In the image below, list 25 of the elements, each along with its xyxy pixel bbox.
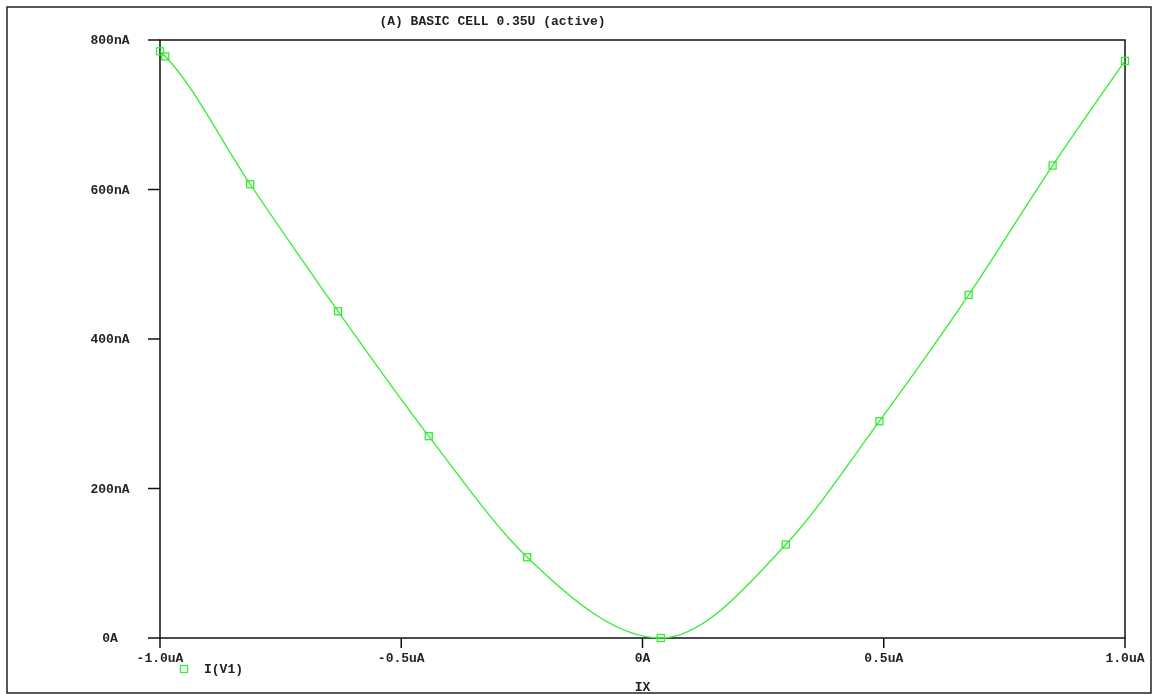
point bbox=[424, 432, 433, 441]
y-tick-label: 0A bbox=[102, 631, 118, 646]
legend-label: I(V1) bbox=[204, 662, 244, 677]
x-tick-label: 0A bbox=[634, 651, 651, 666]
point bbox=[161, 52, 170, 61]
x-axis-title: IX bbox=[634, 680, 651, 694]
point bbox=[656, 633, 665, 643]
point bbox=[155, 47, 165, 56]
point bbox=[1120, 56, 1130, 66]
x-tick-label: 0.5uA bbox=[864, 651, 904, 666]
y-tick-label: 200nA bbox=[90, 481, 130, 497]
point bbox=[246, 180, 255, 189]
x-tick-label: 1.0uA bbox=[1105, 651, 1145, 666]
point bbox=[875, 417, 884, 426]
point bbox=[523, 553, 532, 562]
point bbox=[1048, 161, 1057, 170]
chart-title: (A) BASIC CELL 0.35U (active) bbox=[379, 14, 606, 29]
x-tick-label: -0.5uA bbox=[377, 651, 425, 666]
point bbox=[781, 540, 790, 549]
y-tick-label: 400nA bbox=[90, 332, 130, 347]
y-tick-label: 800nA bbox=[90, 33, 130, 48]
point bbox=[333, 307, 343, 316]
x-tick-label: -1.0uA bbox=[136, 651, 184, 666]
point bbox=[964, 290, 973, 300]
y-tick-label: 600nA bbox=[90, 182, 130, 198]
